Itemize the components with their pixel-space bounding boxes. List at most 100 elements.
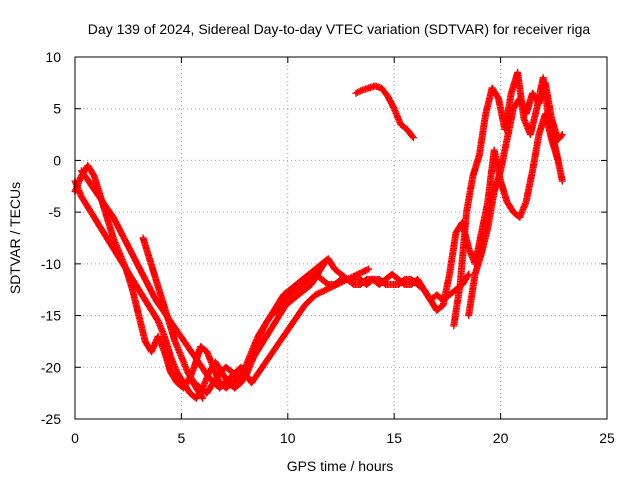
- x-tick-label: 20: [493, 430, 509, 446]
- data-point: [177, 353, 191, 375]
- data-point: [290, 303, 308, 325]
- data-point: [109, 244, 123, 261]
- data-point: [129, 275, 142, 292]
- data-point: [167, 353, 180, 375]
- y-tick-label: -25: [41, 411, 61, 427]
- data-point: [414, 275, 427, 292]
- data-point: [256, 334, 270, 351]
- data-point: [141, 296, 155, 313]
- x-tick-label: 25: [599, 430, 615, 446]
- data-point: [318, 275, 331, 287]
- data-point: [131, 255, 148, 282]
- data-point: [522, 168, 536, 206]
- data-point: [292, 276, 305, 288]
- data-point: [403, 125, 416, 140]
- data-point: [558, 177, 566, 185]
- data-point: [305, 266, 318, 278]
- data-point: [375, 276, 388, 288]
- data-point: [248, 334, 261, 356]
- data-point: [301, 282, 314, 294]
- data-point: [516, 199, 529, 221]
- data-point: [501, 91, 515, 133]
- data-point: [260, 313, 274, 330]
- x-tick-label: 0: [71, 430, 79, 446]
- data-point: [222, 363, 235, 375]
- y-tick-label: 0: [53, 152, 61, 168]
- data-point: [299, 271, 312, 283]
- chart-title: Day 139 of 2024, Sidereal Day-to-day VTE…: [88, 21, 591, 37]
- data-point: [197, 343, 210, 355]
- axes: 0 5 10 15 20 25 -25 -20 -15 -10 -5 0 5 10: [41, 49, 615, 446]
- data-point: [365, 265, 373, 273]
- data-point: [77, 167, 95, 189]
- data-point: [116, 255, 129, 272]
- data-point: [122, 265, 136, 282]
- data-point: [275, 303, 289, 320]
- data-point: [463, 174, 477, 216]
- data-point: [146, 255, 159, 282]
- data-points: [71, 69, 566, 402]
- series-8: [465, 79, 566, 320]
- data-point: [109, 213, 127, 241]
- data-point: [294, 287, 307, 299]
- data-point: [352, 87, 365, 97]
- data-point: [263, 323, 276, 340]
- data-point: [558, 131, 566, 139]
- data-point: [241, 349, 255, 371]
- data-point: [235, 365, 248, 382]
- data-point: [209, 363, 223, 385]
- data-point: [343, 275, 356, 287]
- data-point: [158, 296, 172, 323]
- data-point: [488, 84, 502, 101]
- data-point: [395, 275, 408, 287]
- data-point: [258, 349, 276, 371]
- data-point: [554, 132, 565, 144]
- data-point: [503, 106, 517, 144]
- data-point: [267, 307, 280, 320]
- data-point: [475, 112, 489, 159]
- data-point: [141, 275, 159, 303]
- data-point: [331, 276, 344, 288]
- data-point: [84, 162, 97, 179]
- data-point: [324, 255, 338, 272]
- data-point: [331, 265, 344, 277]
- data-point: [173, 369, 187, 385]
- data-point: [135, 286, 148, 303]
- data-point: [203, 380, 216, 397]
- data-point: [433, 302, 446, 314]
- data-point: [154, 332, 168, 354]
- data-point: [199, 394, 207, 402]
- data-point: [180, 379, 193, 396]
- data-point: [377, 84, 391, 99]
- data-point: [173, 327, 191, 349]
- data-point: [397, 120, 410, 132]
- data-point: [152, 275, 166, 303]
- data-point: [541, 79, 555, 121]
- data-point: [160, 348, 174, 375]
- data-point: [88, 182, 106, 204]
- x-axis-label: GPS time / hours: [287, 458, 394, 474]
- data-point: [203, 348, 217, 370]
- data-point: [97, 224, 110, 241]
- data-point: [420, 286, 434, 303]
- data-point: [471, 251, 485, 278]
- data-point: [312, 261, 325, 273]
- plot-border: [74, 56, 608, 420]
- y-tick-label: -20: [41, 359, 61, 375]
- data-point: [356, 276, 369, 288]
- data-point: [280, 318, 297, 340]
- data-point: [465, 272, 479, 320]
- data-point: [248, 365, 265, 387]
- data-point: [280, 292, 293, 304]
- data-point: [184, 365, 197, 387]
- data-point: [312, 287, 329, 299]
- data-point: [120, 234, 138, 261]
- data-point: [477, 199, 491, 237]
- data-point: [190, 379, 203, 391]
- data-point: [497, 137, 511, 175]
- data-point: [286, 287, 299, 299]
- data-point: [456, 210, 470, 288]
- data-point: [269, 313, 282, 330]
